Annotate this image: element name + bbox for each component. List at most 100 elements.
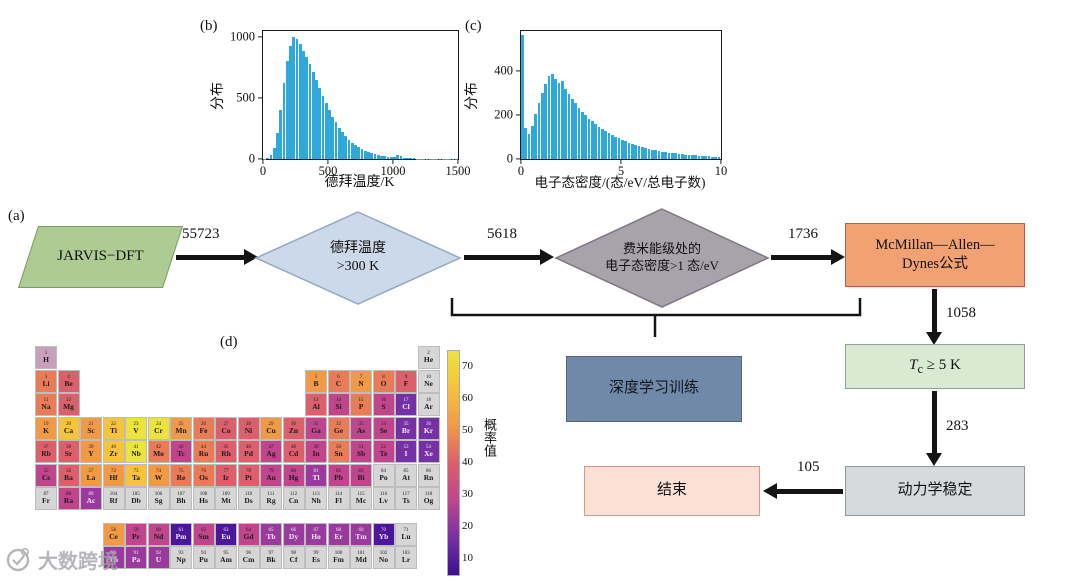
histogram-bar bbox=[272, 148, 276, 159]
element-cell: 84 Po bbox=[372, 463, 395, 487]
colorbar-tick-label: 50 bbox=[462, 424, 473, 436]
arrow-head-icon bbox=[540, 249, 554, 265]
arrow-head-icon bbox=[926, 332, 942, 345]
x-tick-label: 0 bbox=[517, 164, 525, 178]
debye-decision-line2: >300 K bbox=[336, 259, 380, 274]
histogram-bar bbox=[350, 142, 354, 159]
tc-rest: ≥ 5 K bbox=[923, 356, 961, 373]
y-tick-label: 0 bbox=[248, 151, 255, 166]
element-cell: 25 Mn bbox=[170, 416, 192, 440]
count-dynamic-to-end: 105 bbox=[797, 459, 820, 475]
histogram-bar bbox=[547, 76, 551, 159]
element-cell: 61 Pm bbox=[170, 522, 192, 546]
element-cell: 40 Zr bbox=[102, 440, 125, 463]
dos-y-axis-label: 分布 bbox=[465, 82, 480, 110]
histogram-bar bbox=[308, 63, 312, 159]
element-cell: 59 Pr bbox=[125, 522, 147, 546]
element-cell: 114 Fl bbox=[327, 487, 350, 510]
histogram-bar bbox=[295, 38, 299, 159]
histogram-bar bbox=[367, 152, 370, 159]
histogram-bar bbox=[337, 127, 341, 159]
periodic-table: 1 H 2 He 3 Li 4 Be 5 B 6 C 7 N 8 O 9 F 10 Ne 11 Na 12 Mg 13 Al 14 S… bbox=[35, 346, 441, 579]
element-cell: 20 Ca bbox=[57, 416, 80, 440]
histogram-bar bbox=[671, 153, 674, 159]
element-cell: 96 Cm bbox=[237, 546, 260, 569]
element-cell: 64 Gd bbox=[237, 522, 260, 546]
histogram-bar bbox=[344, 136, 347, 159]
element-cell: 15 P bbox=[350, 393, 372, 416]
jarvis-dft-label: JARVIS−DFT bbox=[57, 248, 144, 265]
element-cell: 63 Eu bbox=[215, 522, 237, 546]
histogram-bar bbox=[383, 156, 386, 159]
x-tick-label: 0 bbox=[259, 164, 267, 178]
histogram-bar bbox=[604, 131, 608, 159]
element-cell: 86 Rn bbox=[417, 463, 440, 487]
histogram-bar bbox=[714, 156, 718, 159]
element-cell: 105 Db bbox=[125, 487, 147, 510]
count-mcmillan-to-tc: 1058 bbox=[946, 305, 976, 321]
histogram-bar bbox=[597, 126, 601, 159]
element-cell: 80 Hg bbox=[282, 463, 305, 487]
arrow-head-icon bbox=[926, 453, 942, 466]
element-cell: 22 Ti bbox=[102, 416, 125, 440]
element-cell: 55 Cs bbox=[35, 463, 57, 487]
colorbar-tick-label: 60 bbox=[462, 392, 473, 404]
histogram-bar bbox=[577, 107, 581, 159]
element-cell: 69 Tm bbox=[350, 522, 372, 546]
histogram-bar bbox=[370, 153, 373, 159]
arrow-dynamic-to-end bbox=[763, 483, 843, 499]
element-cell: 28 Ni bbox=[237, 416, 260, 440]
histogram-bar bbox=[627, 142, 631, 159]
end-label: 结束 bbox=[656, 482, 687, 499]
watermark-logo-icon bbox=[6, 547, 30, 571]
element-cell: 91 Pa bbox=[125, 546, 147, 569]
element-cell: 49 In bbox=[305, 440, 327, 463]
colorbar-tick-label: 20 bbox=[462, 520, 473, 532]
histogram-bar bbox=[594, 124, 598, 159]
histogram-bar bbox=[363, 150, 367, 159]
element-cell: 88 Ra bbox=[57, 487, 80, 510]
histogram-bar bbox=[661, 151, 664, 159]
histogram-bar bbox=[551, 74, 554, 159]
element-cell: 41 Nb bbox=[125, 440, 147, 463]
histogram-bar bbox=[681, 154, 684, 159]
jarvis-dft-node: JARVIS−DFT bbox=[17, 226, 184, 288]
histogram-bar bbox=[641, 147, 644, 159]
histogram-bar bbox=[717, 157, 721, 159]
element-cell: 67 Ho bbox=[305, 522, 327, 546]
element-cell: 39 Y bbox=[80, 440, 102, 463]
count-debye-to-dos: 5618 bbox=[487, 226, 517, 242]
element-cell: 99 Es bbox=[305, 546, 327, 569]
histogram-bar bbox=[534, 113, 538, 159]
debye-decision-line1: 德拜温度 bbox=[330, 240, 386, 256]
count-dos-to-mcmillan: 1736 bbox=[788, 226, 818, 242]
histogram-bar bbox=[285, 61, 289, 159]
arrow-jarvis-to-debye bbox=[176, 249, 258, 265]
element-cell: 76 Os bbox=[192, 463, 215, 487]
histogram-bar bbox=[354, 145, 357, 159]
debye-x-axis-label: 德拜温度/K bbox=[324, 175, 395, 190]
histogram-bar bbox=[571, 98, 574, 159]
histogram-bar bbox=[644, 147, 648, 159]
tc-symbol: T bbox=[909, 356, 918, 373]
tc-threshold-label: Tc ≥ 5 K bbox=[909, 356, 961, 377]
element-cell: 111 Rg bbox=[260, 487, 282, 510]
histogram-bar bbox=[321, 95, 325, 159]
histogram-bar bbox=[266, 158, 269, 159]
watermark-text: 大数跨境 bbox=[38, 551, 118, 573]
colorbar-tick-label: 40 bbox=[462, 456, 473, 468]
histogram-bar bbox=[292, 37, 295, 159]
element-cell: 94 Pu bbox=[192, 546, 215, 569]
histogram-bar bbox=[269, 155, 273, 159]
element-cell: 74 W bbox=[147, 463, 170, 487]
histogram-bar bbox=[711, 156, 714, 159]
histogram-bar bbox=[667, 152, 671, 159]
dos-x-axis-label: 电子态密度/(态/eV/总电子数) bbox=[534, 175, 706, 190]
element-cell: 60 Nd bbox=[147, 522, 170, 546]
